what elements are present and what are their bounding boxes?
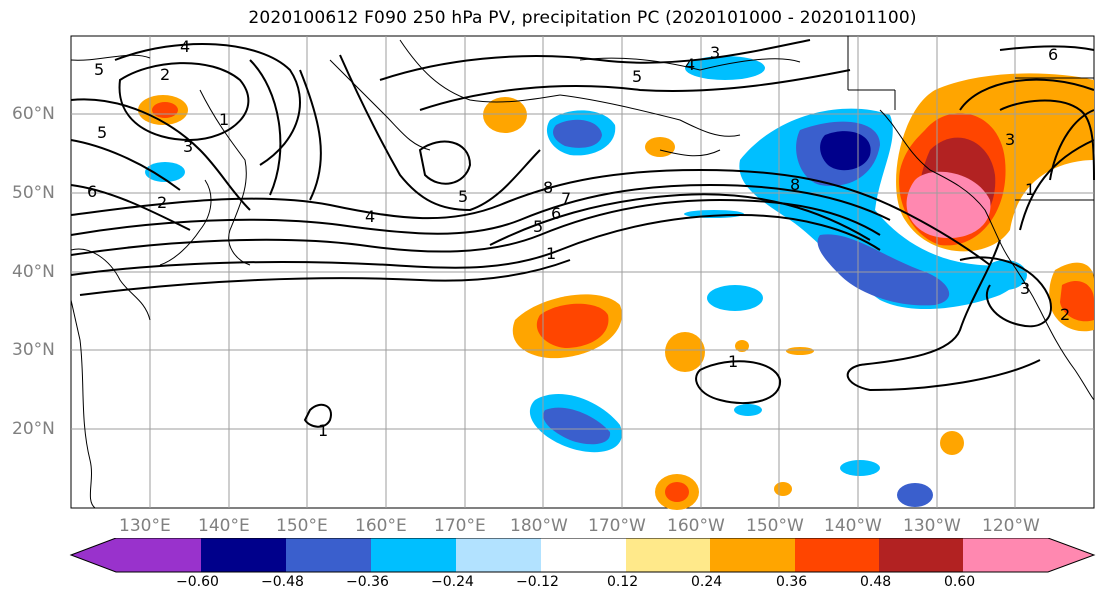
lon-label-170w: 170°W	[588, 516, 646, 536]
precip-negative-japan	[145, 162, 185, 182]
precip-negative-band-lower	[817, 234, 950, 306]
precip-negative-hawaii	[734, 404, 762, 416]
precip-positive-sm5	[735, 340, 749, 352]
lat-label-60n: 60°N	[12, 104, 55, 124]
svg-text:1: 1	[728, 352, 738, 371]
lon-label-140e: 140°E	[198, 516, 250, 536]
precip-positive-central	[665, 332, 705, 372]
precip-negative-aleutian-core	[553, 119, 602, 148]
svg-text:1: 1	[219, 110, 229, 129]
precip-negative-north	[685, 56, 765, 80]
svg-text:7: 7	[561, 189, 571, 208]
precip-positive-sm4	[774, 482, 792, 496]
svg-text:3: 3	[1005, 130, 1015, 149]
svg-text:3: 3	[1020, 279, 1030, 298]
colorbar-bin-2	[286, 538, 371, 572]
precip-positive-nw-max	[906, 171, 991, 239]
lon-label-140w: 140°W	[824, 516, 882, 536]
colorbar-bin-8	[795, 538, 879, 572]
svg-text:4: 4	[180, 37, 190, 56]
svg-text:6: 6	[551, 204, 561, 223]
lon-label-170e: 170°E	[434, 516, 486, 536]
precip-positive-kamchatka	[483, 97, 527, 133]
lon-label-150e: 150°E	[276, 516, 328, 536]
colorbar-tick-4: −0.24	[431, 574, 474, 590]
svg-text:4: 4	[365, 207, 375, 226]
svg-text:8: 8	[543, 178, 553, 197]
colorbar-bin-4	[456, 538, 541, 572]
graticule	[71, 36, 1094, 508]
lat-label-20n: 20°N	[12, 419, 55, 439]
precip-positive-okhotsk-core	[152, 102, 178, 118]
colorbar-tick-1: −0.60	[176, 574, 219, 590]
colorbar-bin-6	[626, 538, 710, 572]
svg-text:1: 1	[546, 244, 556, 263]
colorbar	[69, 538, 1096, 573]
precip-negative-se2	[840, 460, 880, 476]
svg-text:8: 8	[790, 175, 800, 194]
map-title: 2020100612 F090 250 hPa PV, precipitatio…	[248, 8, 917, 28]
colorbar-tick-6: 0.12	[607, 574, 639, 590]
svg-text:6: 6	[87, 182, 97, 201]
colorbar-bin-7	[710, 538, 795, 572]
svg-text:1: 1	[318, 421, 328, 440]
colorbar-bin-5	[541, 538, 626, 572]
svg-text:6: 6	[1048, 45, 1058, 64]
precip-negative-tropical-core	[543, 407, 611, 445]
svg-text:5: 5	[97, 123, 107, 142]
svg-text:2: 2	[1060, 305, 1070, 324]
lon-label-130w: 130°W	[903, 516, 961, 536]
colorbar-tick-9: 0.48	[860, 574, 892, 590]
lon-label-120w: 120°W	[982, 516, 1040, 536]
lon-label-180w: 180°W	[510, 516, 568, 536]
precip-positive-top	[1000, 82, 1094, 150]
precip-negative-sm2	[983, 260, 1027, 290]
svg-text:5: 5	[458, 187, 468, 206]
svg-text:2: 2	[160, 65, 170, 84]
svg-text:4: 4	[685, 55, 695, 74]
precip-positive-sm1	[645, 137, 675, 157]
colorbar-tick-8: 0.36	[776, 574, 808, 590]
svg-text:3: 3	[710, 43, 720, 62]
precip-negative-central	[707, 285, 763, 311]
svg-text:5: 5	[94, 60, 104, 79]
colorbar-bin-1	[201, 538, 286, 572]
precip-negative-se	[897, 483, 933, 507]
lat-label-40n: 40°N	[12, 262, 55, 282]
coastlines	[70, 36, 1095, 509]
precip-positive-subtropical-core	[536, 303, 609, 348]
pv-contour-labels: 1 2 3 4 5 5 6 2 4 5 8 5 6 7 1 4 3 5 8 1 …	[87, 37, 1070, 440]
colorbar-tick-7: 0.24	[691, 574, 723, 590]
svg-text:2: 2	[157, 193, 167, 212]
precip-positive-sm2	[786, 347, 814, 355]
colorbar-outline	[69, 538, 1096, 573]
colorbar-extend-min	[71, 538, 201, 572]
precip-positive-east-core	[1060, 280, 1094, 322]
svg-text:5: 5	[533, 217, 543, 236]
colorbar-tick-10: 0.60	[944, 574, 976, 590]
colorbar-bin-9	[879, 538, 963, 572]
lon-label-150w: 150°W	[746, 516, 804, 536]
colorbar-extend-max	[963, 538, 1094, 572]
lon-label-130e: 130°E	[119, 516, 171, 536]
svg-text:1: 1	[1025, 180, 1035, 199]
pv-contours	[70, 39, 1095, 428]
svg-text:3: 3	[183, 137, 193, 156]
lon-label-160e: 160°E	[355, 516, 407, 536]
colorbar-bin-3	[371, 538, 456, 572]
precip-positive-sm3	[940, 431, 964, 455]
colorbar-tick-2: −0.48	[261, 574, 304, 590]
svg-text:5: 5	[632, 67, 642, 86]
lat-label-50n: 50°N	[12, 183, 55, 203]
precip-positive-south-core	[665, 482, 689, 502]
lon-label-160w: 160°W	[667, 516, 725, 536]
colorbar-tick-5: −0.12	[516, 574, 559, 590]
lat-label-30n: 30°N	[12, 340, 55, 360]
colorbar-tick-3: −0.36	[346, 574, 389, 590]
precip-shading	[138, 56, 1094, 510]
